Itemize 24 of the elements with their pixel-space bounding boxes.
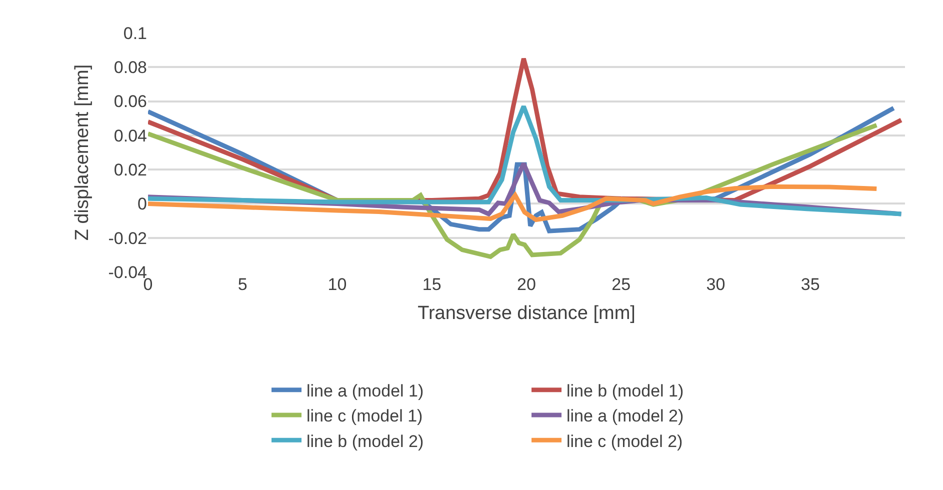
x-tick-label: 25 — [612, 275, 631, 294]
x-axis-title: Transverse distance [mm] — [418, 302, 636, 324]
x-tick-label: 10 — [328, 275, 347, 294]
y-axis-title: Z displacement [mm] — [72, 64, 94, 241]
y-tick-label: 0.04 — [114, 126, 147, 146]
x-tick-label: 15 — [422, 275, 442, 294]
legend-label: line a (model 2) — [566, 406, 684, 426]
y-tick-label: 0.06 — [114, 92, 147, 112]
y-tick-label: 0 — [138, 194, 147, 214]
legend-label: line b (model 2) — [306, 432, 424, 451]
line-series — [148, 104, 904, 216]
legend-label: line b (model 1) — [566, 382, 684, 401]
y-tick-label: 0.1 — [123, 24, 147, 43]
legend-label: line c (model 1) — [306, 406, 423, 426]
line-series — [148, 184, 879, 222]
y-tick-label: 0.02 — [114, 160, 147, 180]
legend-label: line c (model 2) — [566, 432, 683, 451]
legend-label: line a (model 1) — [306, 382, 424, 401]
x-tick-label: 20 — [517, 275, 536, 294]
y-tick-label: 0.08 — [114, 58, 147, 78]
x-tick-label: 30 — [706, 275, 726, 294]
x-tick-label: 35 — [800, 275, 820, 294]
x-tick-label: 5 — [238, 275, 248, 294]
y-tick-label: -0.02 — [108, 228, 147, 248]
